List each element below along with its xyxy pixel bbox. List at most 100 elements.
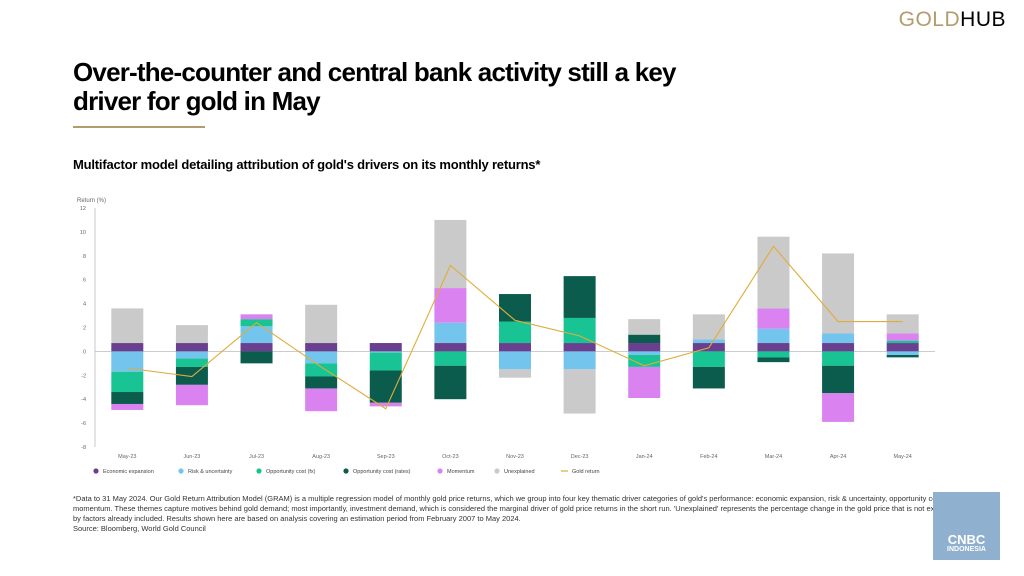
chart: Return (%) -8 -6 -4 -2 0 2 4 6 8 10 12 May-23 Jun-23 J… bbox=[77, 198, 935, 475]
bar-segment bbox=[305, 376, 338, 389]
bar-segment bbox=[563, 369, 596, 414]
bar-segment bbox=[434, 219, 467, 289]
bar-segment bbox=[369, 351, 402, 353]
brand-gold-text: GOLD bbox=[898, 8, 961, 31]
brand-logo: GOLDHUB bbox=[899, 8, 1006, 32]
page-title: Over-the-counter and central bank activi… bbox=[73, 57, 676, 116]
bar-segment bbox=[886, 314, 919, 334]
x-tick-label: Sep-23 bbox=[377, 454, 395, 460]
footnote-source: Source: Bloomberg, World Gold Council bbox=[73, 524, 206, 533]
x-tick-label: Jan-24 bbox=[636, 454, 653, 460]
bar-segment bbox=[822, 333, 855, 344]
cnbc-logo-subtext: INDONESIA bbox=[947, 546, 986, 553]
y-tick-label: -2 bbox=[81, 373, 86, 379]
x-tick-label: May-23 bbox=[118, 454, 136, 460]
x-tick-label: Jul-23 bbox=[249, 454, 264, 460]
bar-segment bbox=[692, 366, 725, 389]
bar-segment bbox=[886, 354, 919, 358]
bar-segment bbox=[757, 328, 790, 344]
brand-hub-text: HUB bbox=[960, 8, 1006, 31]
x-tick-label: Feb-24 bbox=[700, 454, 717, 460]
bar-segment bbox=[111, 308, 144, 344]
bar-segment bbox=[563, 351, 596, 370]
y-tick-label: 4 bbox=[83, 302, 86, 308]
bar-segment bbox=[111, 392, 144, 404]
bar-segment bbox=[628, 343, 661, 352]
bar-segment bbox=[822, 253, 855, 334]
bar-segment bbox=[757, 308, 790, 329]
bar-segment bbox=[692, 339, 725, 344]
bar-segment bbox=[369, 370, 402, 403]
bar-segment bbox=[692, 351, 725, 367]
y-tick-label: 8 bbox=[83, 254, 86, 260]
legend-label: Gold return bbox=[572, 469, 600, 475]
bar-segment bbox=[886, 340, 919, 344]
bar-segment bbox=[434, 343, 467, 352]
legend-marker bbox=[256, 468, 262, 474]
bar-segment bbox=[822, 351, 855, 366]
x-tick-label: Jun-23 bbox=[184, 454, 201, 460]
y-tick-label: 0 bbox=[83, 349, 86, 355]
y-tick-label: -8 bbox=[81, 445, 86, 451]
bar-segment bbox=[305, 304, 338, 344]
bar-segment bbox=[175, 384, 208, 406]
bar-segment bbox=[563, 343, 596, 352]
bar-segment bbox=[499, 369, 531, 378]
bar-segment bbox=[563, 317, 596, 344]
bar-segment bbox=[757, 351, 790, 358]
footnote-text: *Data to 31 May 2024. Our Gold Return At… bbox=[73, 494, 959, 523]
cnbc-logo-text: CNBC bbox=[947, 532, 986, 547]
bar-segment bbox=[111, 371, 144, 393]
bar-segment bbox=[563, 276, 596, 318]
y-axis-label: Return (%) bbox=[77, 198, 106, 204]
bar-segment bbox=[886, 343, 919, 352]
bar-segment bbox=[499, 343, 531, 352]
y-tick-label: 10 bbox=[80, 230, 86, 236]
bar-segment bbox=[369, 343, 402, 352]
legend-marker bbox=[343, 468, 349, 474]
bar-segment bbox=[822, 393, 855, 422]
legend-marker bbox=[437, 468, 443, 474]
bar-segment bbox=[305, 363, 338, 377]
legend-label: Unexplained bbox=[504, 469, 535, 475]
x-tick-label: Apr-24 bbox=[830, 454, 847, 460]
legend-marker bbox=[178, 468, 184, 474]
chart-subtitle: Multifactor model detailing attribution … bbox=[73, 157, 541, 172]
bar-segment bbox=[434, 288, 467, 323]
bar-segment bbox=[305, 351, 338, 364]
bar-segment bbox=[757, 343, 790, 352]
y-tick-label: 12 bbox=[80, 206, 86, 212]
legend-label: Momentum bbox=[447, 469, 475, 475]
bar-segment bbox=[240, 326, 273, 344]
bar-segment bbox=[175, 343, 208, 352]
bar-segment bbox=[757, 236, 790, 309]
bar-segment bbox=[822, 343, 855, 352]
x-tick-label: Oct-23 bbox=[442, 454, 459, 460]
bar-segment bbox=[434, 365, 467, 400]
bar-segment bbox=[369, 402, 402, 407]
legend-marker bbox=[93, 468, 99, 474]
bar-segment bbox=[692, 314, 725, 340]
bar-segment bbox=[628, 354, 661, 367]
y-tick-label: -6 bbox=[81, 421, 86, 427]
bar-segment bbox=[628, 334, 661, 344]
bar-segment bbox=[434, 351, 467, 366]
y-tick-label: 6 bbox=[83, 278, 86, 284]
legend-label: Opportunity cost (rates) bbox=[353, 469, 411, 475]
bar-segment bbox=[305, 343, 338, 352]
y-tick-label: 2 bbox=[83, 326, 86, 332]
bar-segment bbox=[240, 314, 273, 320]
legend-marker bbox=[494, 468, 500, 474]
bar-segment bbox=[886, 333, 919, 341]
legend-label: Opportunity cost (fx) bbox=[266, 469, 316, 475]
bar-segment bbox=[240, 343, 273, 352]
bar-segment bbox=[434, 322, 467, 344]
bar-segment bbox=[369, 352, 402, 371]
bar-segment bbox=[111, 351, 144, 372]
bar-segment bbox=[628, 319, 661, 335]
bar-segment bbox=[628, 351, 661, 355]
y-tick-label: -4 bbox=[81, 397, 86, 403]
legend-label: Economic expansion bbox=[103, 469, 154, 475]
bar-segment bbox=[305, 388, 338, 412]
x-tick-label: Mar-24 bbox=[765, 454, 782, 460]
